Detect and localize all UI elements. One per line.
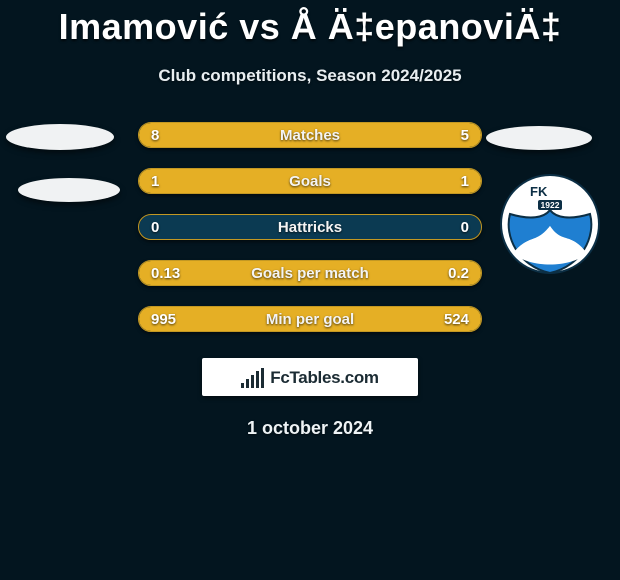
stat-label: Goals per match [251, 265, 369, 282]
brand-watermark: FcTables.com [202, 358, 418, 396]
left-team-placeholder-2 [18, 178, 120, 202]
stat-left-value: 8 [151, 127, 159, 144]
stat-label: Min per goal [266, 311, 354, 328]
stat-right-value: 0.2 [448, 265, 469, 282]
stat-label: Goals [289, 173, 331, 190]
stat-right-value: 1 [461, 173, 469, 190]
stat-row: 0 Hattricks 0 [138, 214, 482, 240]
brand-bars-icon [241, 368, 264, 388]
svg-text:FK: FK [530, 184, 548, 199]
right-team-badge: FK 1922 [500, 174, 600, 274]
snapshot-date: 1 october 2024 [0, 418, 620, 439]
stat-left-value: 1 [151, 173, 159, 190]
stat-right-value: 0 [461, 219, 469, 236]
left-team-placeholder-1 [6, 124, 114, 150]
stat-row: 8 Matches 5 [138, 122, 482, 148]
stat-left-value: 0 [151, 219, 159, 236]
stat-left-value: 995 [151, 311, 176, 328]
stat-label: Hattricks [278, 219, 342, 236]
brand-text: FcTables.com [270, 368, 379, 388]
stat-row: 1 Goals 1 [138, 168, 482, 194]
stats-container: 8 Matches 5 1 Goals 1 0 Hattricks 0 0.13… [138, 122, 482, 332]
comparison-subtitle: Club competitions, Season 2024/2025 [0, 66, 620, 86]
stat-left-value: 0.13 [151, 265, 180, 282]
stat-row: 995 Min per goal 524 [138, 306, 482, 332]
stat-row: 0.13 Goals per match 0.2 [138, 260, 482, 286]
stat-label: Matches [280, 127, 340, 144]
svg-text:1922: 1922 [541, 200, 560, 210]
comparison-title: Imamović vs Å Ä‡epanoviÄ‡ [0, 0, 620, 48]
stat-right-value: 524 [444, 311, 469, 328]
right-team-placeholder [486, 126, 592, 150]
stat-right-value: 5 [461, 127, 469, 144]
